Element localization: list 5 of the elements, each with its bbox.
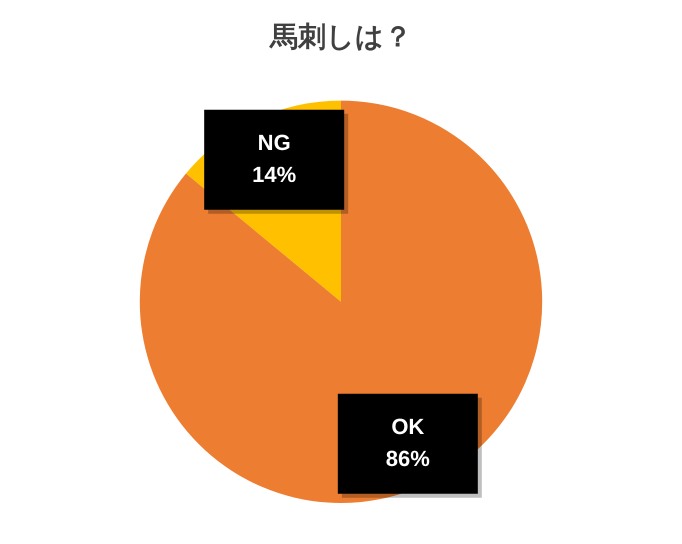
slice-label: OK (391, 414, 424, 439)
data-label: 14% (252, 162, 296, 187)
data-label: 86% (386, 446, 430, 471)
chart-title: 馬刺しは？ (269, 20, 412, 54)
slice-label: NG (258, 130, 291, 155)
